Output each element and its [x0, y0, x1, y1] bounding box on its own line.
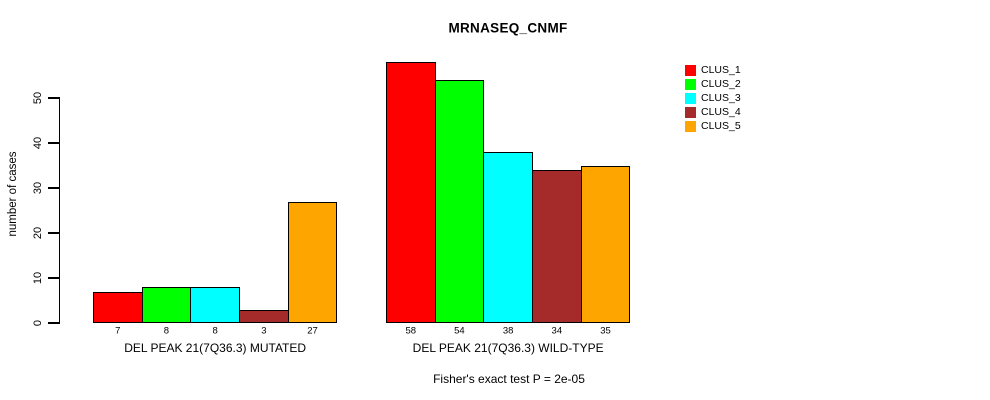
- legend-item-clus_4: CLUS_4: [685, 107, 741, 118]
- y-tick-mark: [48, 277, 60, 279]
- chart-title: MRNASEQ_CNMF: [448, 20, 568, 36]
- y-tick-label: 10: [32, 271, 44, 285]
- bar-clus_3-group1: [190, 287, 240, 323]
- legend-item-clus_5: CLUS_5: [685, 121, 741, 132]
- legend-label: CLUS_3: [701, 92, 741, 104]
- y-tick-mark: [48, 322, 60, 324]
- bar-clus_5-group1: [287, 201, 338, 323]
- legend-item-clus_1: CLUS_1: [685, 65, 741, 76]
- legend-item-clus_2: CLUS_2: [685, 79, 741, 90]
- legend-label: CLUS_1: [701, 64, 741, 76]
- y-tick-label: 30: [32, 181, 44, 195]
- legend-swatch-clus_5: [685, 121, 696, 132]
- legend-swatch-clus_1: [685, 65, 696, 76]
- bar-value-label: 7: [115, 325, 121, 337]
- bar-value-label: 34: [551, 325, 563, 337]
- legend-swatch-clus_4: [685, 107, 696, 118]
- bar-clus_5-group2: [580, 165, 631, 323]
- y-tick-label: 50: [32, 91, 44, 105]
- y-tick-label: 40: [32, 136, 44, 150]
- legend-swatch-clus_2: [685, 79, 696, 90]
- bar-clus_3-group2: [483, 152, 533, 323]
- bar-clus_1-group1: [93, 291, 143, 323]
- bar-value-label: 38: [502, 325, 514, 337]
- bar-clus_2-group1: [141, 287, 192, 323]
- legend-swatch-clus_3: [685, 93, 696, 104]
- legend-label: CLUS_4: [701, 106, 741, 118]
- y-tick-mark: [48, 142, 60, 144]
- bar-clus_1-group2: [386, 62, 436, 323]
- bar-value-label: 8: [163, 325, 170, 337]
- legend-label: CLUS_5: [701, 120, 741, 132]
- y-tick-mark: [48, 97, 60, 99]
- y-tick-mark: [48, 187, 60, 189]
- legend-label: CLUS_2: [701, 78, 741, 90]
- bar-value-label: 54: [454, 325, 465, 337]
- group-label: DEL PEAK 21(7Q36.3) WILD-TYPE: [412, 341, 604, 355]
- bar-value-label: 27: [307, 325, 318, 337]
- bar-value-label: 8: [212, 325, 218, 337]
- bar-clus_4-group2: [532, 170, 582, 323]
- group-label: DEL PEAK 21(7Q36.3) MUTATED: [124, 341, 307, 355]
- y-tick-mark: [48, 232, 60, 234]
- y-tick-label: 0: [32, 319, 44, 327]
- legend: CLUS_1 CLUS_2 CLUS_3 CLUS_4 CLUS_5: [685, 65, 741, 135]
- footer-annotation: Fisher's exact test P = 2e-05: [433, 372, 585, 386]
- y-axis-line: [59, 98, 61, 324]
- bar-clus_2-group2: [434, 80, 485, 323]
- y-tick-label: 20: [32, 226, 44, 240]
- bar-clus_4-group1: [239, 309, 289, 323]
- bar-value-label: 35: [600, 325, 611, 337]
- legend-item-clus_3: CLUS_3: [685, 93, 741, 104]
- bar-value-label: 3: [261, 325, 267, 337]
- bar-value-label: 58: [405, 325, 417, 337]
